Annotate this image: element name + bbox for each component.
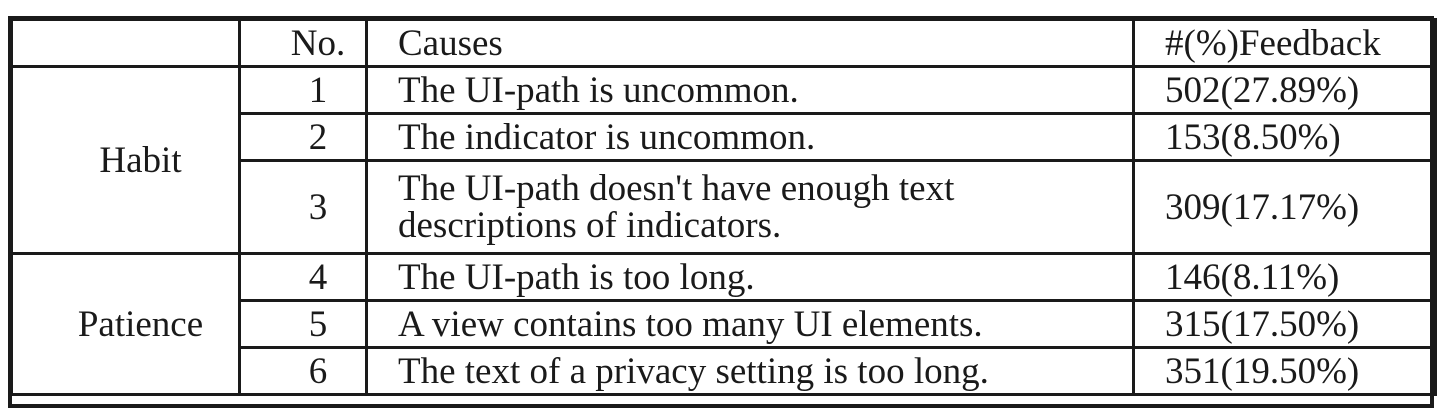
row-number: 3	[238, 159, 368, 255]
row-feedback: 315(17.50%)	[1132, 299, 1437, 349]
table-row: Patience 4 The UI-path is too long. 146(…	[10, 252, 1437, 396]
group-label-patience: Patience	[10, 252, 241, 396]
table-row: 2 The indicator is uncommon. 153(8.50%)	[12, 112, 1437, 162]
row-feedback: 153(8.50%)	[1132, 112, 1437, 162]
causes-feedback-table: No. Causes #(%)Feedback Habit 1 The UI-p…	[10, 18, 1437, 396]
table-row: Habit 1 The UI-path is uncommon. 502(27.…	[10, 65, 1437, 255]
row-number: 5	[238, 299, 368, 349]
group-label-habit: Habit	[10, 65, 241, 255]
table-row: 3 The UI-path doesn't have enough text d…	[12, 159, 1437, 255]
row-cause: The indicator is uncommon.	[365, 112, 1135, 162]
header-group-cell	[10, 18, 241, 68]
row-cause: A view contains too many UI elements.	[365, 299, 1135, 349]
row-number: 4	[238, 252, 368, 302]
row-cause: The UI-path is too long.	[365, 252, 1135, 302]
header-causes: Causes	[365, 18, 1135, 68]
header-no: No.	[238, 18, 368, 68]
row-cause: The UI-path doesn't have enough text des…	[365, 159, 1135, 255]
row-feedback: 351(19.50%)	[1132, 346, 1437, 396]
table-row: 6 The text of a privacy setting is too l…	[12, 346, 1437, 396]
row-feedback: 309(17.17%)	[1132, 159, 1437, 255]
row-feedback: 146(8.11%)	[1132, 252, 1437, 302]
header-feedback: #(%)Feedback	[1132, 18, 1437, 68]
row-number: 2	[238, 112, 368, 162]
table-row: 5 A view contains too many UI elements. …	[12, 299, 1437, 349]
row-cause: The UI-path is uncommon.	[365, 65, 1135, 115]
row-number: 1	[238, 65, 368, 115]
row-cause: The text of a privacy setting is too lon…	[365, 346, 1135, 396]
row-feedback: 502(27.89%)	[1132, 65, 1437, 115]
header-row: No. Causes #(%)Feedback	[10, 18, 1437, 68]
row-number: 6	[238, 346, 368, 396]
